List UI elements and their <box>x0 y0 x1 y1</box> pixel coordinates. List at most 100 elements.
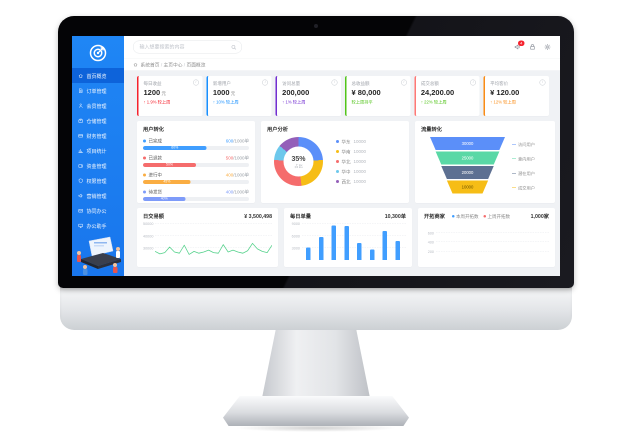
monitor-stand-neck <box>262 328 370 398</box>
breadcrumb-link[interactable]: 页面概览 <box>186 62 206 69</box>
stat-card-value: ¥ 120.00 <box>490 88 520 98</box>
legend-dot <box>143 190 146 194</box>
sidebar-item-mail[interactable]: 协同办公 <box>72 203 124 218</box>
sidebar-item-label: 首页概览 <box>86 73 107 80</box>
sidebar-item-shield[interactable]: 权限管理 <box>72 173 124 188</box>
conversion-value: 400/1000单 <box>225 172 249 178</box>
funnel-label: 意向用户 <box>512 156 536 162</box>
panel-title: 用户转化 <box>143 126 164 133</box>
screen: 首页概览订单管理会员管理仓储管理财务管理 项目统计资金管理权限管理 营销管理协同办公… <box>72 36 560 276</box>
sidebar-item-monitor[interactable]: 办公助手 <box>72 218 124 233</box>
conversion-row: 进行中 400/1000单 45% <box>143 172 249 184</box>
grid-line: 50000 <box>143 222 272 226</box>
stat-card-value: ¥ 80,000 <box>351 88 381 98</box>
bar-chart: 9000 6000 3000 <box>290 222 406 260</box>
sidebar-item-label: 协同办公 <box>86 208 107 215</box>
stat-card: 总收益额 i ¥ 80,000 较上周持平 <box>345 76 411 116</box>
funnel-label: 潜在用户 <box>512 170 536 176</box>
sidebar-item-label: 仓储管理 <box>86 118 107 125</box>
donut-legend-value: 10000 <box>353 169 367 174</box>
sidebar-item-box[interactable]: 仓储管理 <box>72 113 124 128</box>
donut-legend: 华东 10000 华南 10000 华北 10000 华中 10000 西北 10000 <box>336 138 366 185</box>
bar <box>357 243 362 260</box>
legend-dot <box>336 140 339 143</box>
conversion-value: 400/1000单 <box>225 189 249 195</box>
breadcrumb-link[interactable]: 系统首页 <box>140 62 160 69</box>
stat-card-title: 访问总量 <box>282 81 301 86</box>
axis-tick-label: 600 <box>427 230 434 236</box>
breadcrumb-separator: / <box>159 62 164 69</box>
sidebar-illustration <box>72 234 124 276</box>
info-icon[interactable]: i <box>400 79 407 86</box>
donut-legend-item: 华北 10000 <box>336 158 366 165</box>
panel-title: 开拓商家 <box>424 213 445 220</box>
conversion-row-top: 已完成 600/1000单 <box>143 138 249 145</box>
dashboard: 首页概览订单管理会员管理仓储管理财务管理 项目统计资金管理权限管理 营销管理协同办公… <box>72 36 560 276</box>
conversion-row-top: 进行中 400/1000单 <box>143 172 249 179</box>
search-box[interactable] <box>133 40 242 54</box>
progress-track: 40% <box>143 197 249 201</box>
donut-legend-label: 华东 <box>341 139 351 145</box>
donut-legend-label: 西北 <box>341 179 351 185</box>
sidebar-item-label: 会员管理 <box>86 103 107 110</box>
stat-card-value: 24,200.00 <box>420 88 455 98</box>
sidebar-item-user[interactable]: 会员管理 <box>72 98 124 113</box>
breadcrumb-link[interactable]: 主页中心 <box>163 62 183 69</box>
sidebar-item-wallet[interactable]: 资金管理 <box>72 158 124 173</box>
donut-legend-item: 华南 10000 <box>336 148 366 155</box>
sidebar-item-card[interactable]: 财务管理 <box>72 128 124 143</box>
funnel-label-tick <box>512 158 516 159</box>
info-icon[interactable]: i <box>192 79 199 86</box>
donut-legend-label: 华中 <box>341 169 351 175</box>
sidebar: 首页概览订单管理会员管理仓储管理财务管理 项目统计资金管理权限管理 营销管理协同办公… <box>72 36 124 276</box>
legend-label: 本周开拓数 <box>456 214 479 219</box>
donut-legend-label: 华南 <box>341 149 351 155</box>
breadcrumb: 系统首页 / 主页中心 / 页面概览 <box>124 58 560 71</box>
stand-shadow <box>235 424 397 432</box>
notification-horn-icon[interactable]: 4 <box>514 40 525 51</box>
funnel-layer: 25000 <box>435 151 500 165</box>
axis-tick-label: 3000 <box>291 246 300 251</box>
grid-line: 6000 <box>292 234 406 238</box>
logo-target-icon <box>88 43 109 64</box>
progress-fill: 50% <box>143 163 196 167</box>
camera-dot <box>314 24 318 28</box>
sidebar-item-chart[interactable]: 项目统计 <box>72 143 124 158</box>
conversion-row: 已退款 500/1000单 50% <box>143 155 249 167</box>
search-input[interactable] <box>138 43 231 51</box>
axis-tick-label: 30000 <box>143 246 154 251</box>
info-icon[interactable]: i <box>539 79 546 86</box>
conversion-label: 已完成 <box>148 138 163 144</box>
info-icon[interactable]: i <box>262 79 269 86</box>
panel-title: 流量转化 <box>421 126 442 133</box>
stat-card-value: 1000 元 <box>212 88 236 98</box>
topbar-icons: 4 <box>514 40 551 51</box>
sidebar-item-horn[interactable]: 营销管理 <box>72 188 124 203</box>
progress-fill: 45% <box>143 180 191 184</box>
bar-series <box>302 223 404 260</box>
sidebar-item-label: 资金管理 <box>86 163 107 170</box>
progress-fill: 60% <box>143 146 207 150</box>
stat-card-title: 成交总额 <box>420 81 439 86</box>
search-icon[interactable] <box>231 44 237 50</box>
conversion-value: 500/1000单 <box>225 155 249 161</box>
breadcrumb-separator: / <box>182 62 187 69</box>
bar <box>344 225 349 260</box>
grid-line: 30000 <box>143 246 272 251</box>
legend-dot <box>336 170 339 173</box>
info-icon[interactable]: i <box>331 79 338 86</box>
sidebar-item-home[interactable]: 首页概览 <box>72 68 124 83</box>
donut-center-value: 35% <box>291 154 306 163</box>
progress-track: 50% <box>143 163 249 167</box>
stat-card-title: 平均客价 <box>490 81 509 86</box>
lock-icon[interactable] <box>529 44 536 51</box>
bar <box>306 247 311 260</box>
info-icon[interactable]: i <box>470 79 477 86</box>
gear-icon[interactable] <box>544 43 551 51</box>
legend-item: 上周开拓数 <box>483 213 510 220</box>
sidebar-item-doc[interactable]: 订单管理 <box>72 83 124 98</box>
bar <box>395 241 400 260</box>
axis-tick-label: 6000 <box>291 233 300 239</box>
panel-funnel: 流量转化 30000 25000 20000 10000 访问用户 意向用户 潜在用户 成交… <box>415 121 555 203</box>
